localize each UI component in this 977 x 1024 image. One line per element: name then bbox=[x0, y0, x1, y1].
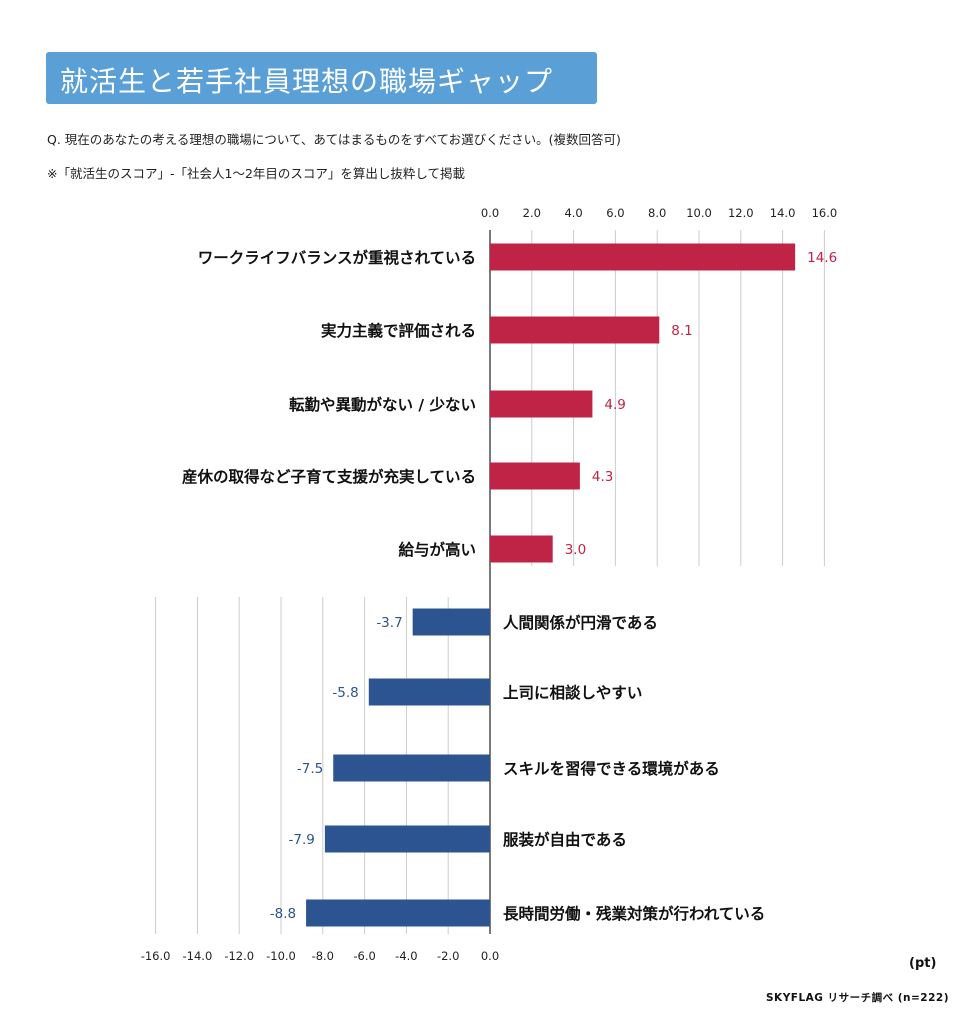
top-tick-label: 4.0 bbox=[564, 206, 582, 220]
category-label: 実力主義で評価される bbox=[321, 321, 476, 340]
title-banner: 就活生と若手社員理想の職場ギャップ bbox=[46, 52, 597, 104]
question-text: Q. 現在のあなたの考える理想の職場について、あてはまるものをすべてお選びくださ… bbox=[47, 132, 621, 147]
top-tick-label: 2.0 bbox=[523, 206, 541, 220]
bar-positive bbox=[490, 462, 580, 490]
bar-negative bbox=[306, 899, 490, 927]
bottom-tick-label: -14.0 bbox=[183, 949, 213, 963]
note-text: ※「就活生のスコア」-「社会人1〜2年目のスコア」を算出し抜粋して掲載 bbox=[47, 166, 466, 181]
value-label: -7.5 bbox=[297, 761, 323, 777]
value-label: -8.8 bbox=[270, 906, 296, 922]
top-tick-label: 0.0 bbox=[481, 206, 499, 220]
top-tick-label: 8.0 bbox=[648, 206, 666, 220]
top-tick-label: 14.0 bbox=[770, 206, 796, 220]
value-label: 14.6 bbox=[807, 250, 837, 266]
bar-negative bbox=[333, 754, 490, 782]
value-label: 3.0 bbox=[565, 542, 586, 558]
bar-positive bbox=[490, 243, 796, 271]
value-label: 4.3 bbox=[592, 469, 613, 485]
category-label: 上司に相談しやすい bbox=[503, 683, 642, 702]
bar-positive bbox=[490, 316, 660, 344]
value-label: -7.9 bbox=[289, 832, 315, 848]
value-label: 4.9 bbox=[604, 397, 625, 413]
category-label: 給与が高い bbox=[398, 540, 476, 559]
bar-positive bbox=[490, 535, 553, 563]
top-tick-label: 16.0 bbox=[812, 206, 838, 220]
source-credit: SKYFLAG リサーチ調べ (n=222) bbox=[766, 992, 950, 1004]
category-label: 長時間労働・残業対策が行われている bbox=[503, 904, 765, 923]
chart-title: 就活生と若手社員理想の職場ギャップ bbox=[60, 65, 554, 98]
bottom-tick-label: -8.0 bbox=[312, 949, 334, 963]
category-label: スキルを習得できる環境がある bbox=[503, 759, 720, 778]
bar-negative bbox=[368, 678, 490, 706]
top-tick-label: 10.0 bbox=[686, 206, 712, 220]
bar-negative bbox=[412, 608, 490, 636]
bottom-tick-label: 0.0 bbox=[481, 949, 499, 963]
bottom-tick-label: -2.0 bbox=[437, 949, 459, 963]
bottom-tick-label: -6.0 bbox=[353, 949, 375, 963]
bar-negative bbox=[324, 825, 490, 853]
bar-positive bbox=[490, 390, 593, 418]
category-label: 人間関係が円滑である bbox=[503, 613, 658, 632]
top-tick-label: 6.0 bbox=[606, 206, 624, 220]
value-label: 8.1 bbox=[671, 323, 692, 339]
category-label: 産休の取得など子育て支援が充実している bbox=[182, 467, 476, 486]
bottom-tick-label: -12.0 bbox=[224, 949, 254, 963]
unit-label: (pt) bbox=[909, 956, 937, 971]
bottom-tick-label: -4.0 bbox=[395, 949, 417, 963]
category-label: ワークライフバランスが重視されている bbox=[198, 248, 476, 267]
category-label: 服装が自由である bbox=[503, 830, 627, 849]
value-label: -3.7 bbox=[376, 615, 402, 631]
value-label: -5.8 bbox=[332, 685, 358, 701]
bottom-tick-label: -10.0 bbox=[266, 949, 296, 963]
bottom-tick-label: -16.0 bbox=[141, 949, 171, 963]
top-tick-label: 12.0 bbox=[728, 206, 754, 220]
category-label: 転勤や異動がない / 少ない bbox=[289, 395, 476, 414]
